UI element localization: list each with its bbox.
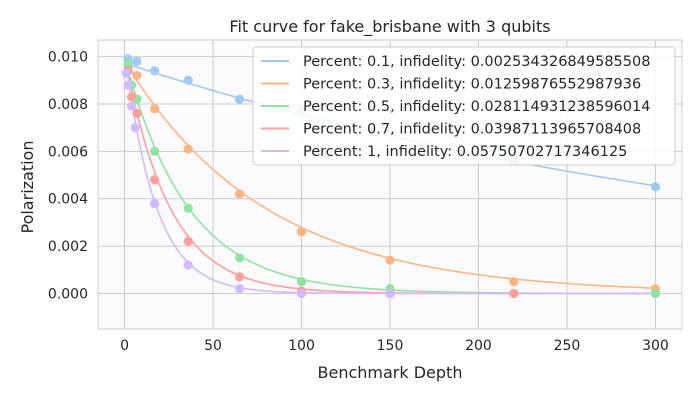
y-tick-label: 0.008 [48, 97, 88, 113]
data-point [132, 70, 142, 81]
x-tick-label: 150 [377, 338, 404, 354]
x-tick-label: 0 [120, 338, 129, 354]
data-point [150, 175, 160, 185]
chart-title: Fit curve for fake_brisbane with 3 qubit… [229, 17, 550, 37]
data-point [150, 146, 160, 156]
data-point [234, 94, 245, 104]
data-point [183, 260, 193, 270]
data-point [234, 284, 245, 294]
x-axis-label: Benchmark Depth [318, 363, 463, 382]
data-point [650, 182, 661, 192]
legend-entry: Percent: 0.3, infidelity: 0.012598765529… [303, 77, 641, 93]
data-point [132, 108, 142, 119]
legend-entry: Percent: 0.5, infidelity: 0.028114931238… [303, 99, 650, 115]
data-point [150, 198, 160, 209]
x-tick-label: 250 [554, 338, 581, 354]
x-tick-label: 100 [288, 338, 315, 354]
data-point [234, 189, 245, 199]
data-point [234, 272, 245, 282]
data-point [123, 80, 133, 90]
data-point [130, 123, 140, 133]
data-point [234, 253, 245, 263]
data-point [150, 66, 160, 76]
data-point [385, 255, 395, 265]
data-point [509, 277, 519, 287]
data-point [296, 277, 307, 287]
data-points [121, 54, 661, 299]
data-point [127, 101, 137, 111]
x-tick-label: 300 [642, 338, 669, 354]
legend-box [252, 46, 676, 166]
y-tick-label: 0.004 [48, 192, 88, 208]
data-point [183, 236, 193, 246]
y-tick-label: 0.010 [48, 50, 88, 66]
data-point [509, 288, 519, 299]
legend-entry: Percent: 0.7, infidelity: 0.039871139657… [303, 122, 641, 138]
data-point [296, 288, 307, 299]
data-point [150, 104, 160, 114]
data-point [132, 56, 142, 66]
data-point [183, 144, 193, 154]
legend-entry: Percent: 0.1, infidelity: 0.002534326849… [303, 54, 650, 70]
x-axis: 0 50 100 150 200 250 300 [120, 338, 669, 354]
y-axis-label: Polarization [18, 141, 37, 234]
data-point [650, 288, 661, 299]
data-point [127, 92, 137, 102]
x-tick-label: 200 [465, 338, 492, 354]
data-point [121, 68, 131, 78]
y-tick-label: 0.006 [48, 144, 88, 160]
y-axis: 0.000 0.002 0.004 0.006 0.008 0.010 [48, 50, 88, 303]
data-point [385, 288, 395, 299]
data-point [183, 75, 193, 85]
data-point [183, 203, 193, 213]
y-tick-label: 0.000 [48, 286, 88, 302]
data-point [123, 59, 133, 69]
legend-entry: Percent: 1, infidelity: 0.05750702717346… [303, 144, 627, 160]
data-point [296, 227, 307, 237]
legend: Percent: 0.1, infidelity: 0.002534326849… [252, 46, 676, 166]
y-tick-label: 0.002 [48, 239, 88, 255]
x-tick-label: 50 [204, 338, 222, 354]
